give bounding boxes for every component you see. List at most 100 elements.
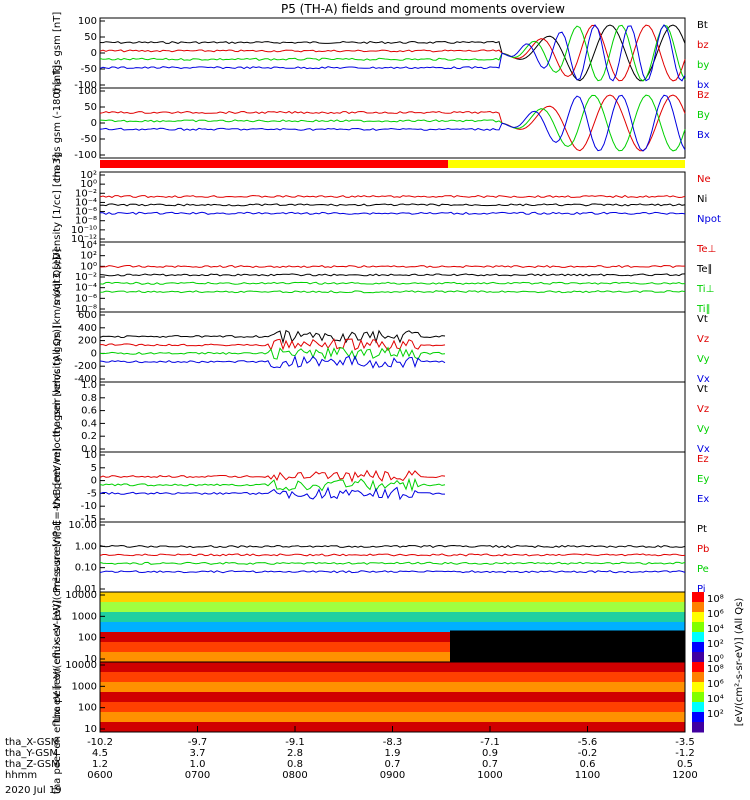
y-tick-label: 0.8 — [81, 393, 97, 404]
panel-8: 10.00 1.00 0.10 0.01 Pressure [nPa] Pt Pb Pe Pi — [52, 520, 709, 595]
legend-Bx: Bx — [697, 130, 710, 141]
y-tick-label: 0.2 — [81, 431, 97, 442]
y-tick-label: 1.00 — [75, 541, 97, 552]
legend-Vy: Vy — [697, 424, 710, 435]
colorbar-segment — [692, 662, 704, 673]
trace-By — [99, 94, 686, 152]
legend-Vx: Vx — [697, 374, 710, 385]
status-bar-yellow — [448, 160, 685, 168]
panel-1: 100 50 0 -50 -100 tha fgs gsm [nT] Bt bz by bx — [52, 12, 709, 95]
y-tick-label: 10⁰ — [80, 261, 97, 272]
y-tick-label: -50 — [81, 134, 97, 145]
legend-Vx: Vx — [697, 444, 710, 455]
legend-Ni: Ni — [697, 194, 707, 205]
colorbar-segment — [692, 692, 704, 703]
trace-Vx — [99, 354, 446, 369]
colorbar-tick-label: 10² — [707, 639, 724, 650]
y-tick-label: 10⁻⁶ — [75, 207, 97, 218]
y-axis-label: tha peir velocity gsm [km/s (All Qs)] — [52, 257, 63, 438]
y-tick-label: 1000 — [72, 681, 97, 692]
y-tick-label: 0.10 — [75, 563, 97, 574]
colorbar-tick-label: 10⁶ — [707, 679, 724, 690]
y-tick-label: 50 — [84, 102, 97, 113]
legend-Ey: Ey — [697, 474, 709, 485]
legend-Pb: Pb — [697, 544, 709, 555]
x-tick-label: 0.9 — [482, 748, 498, 759]
x-tick-label: 0.5 — [677, 759, 693, 770]
trace-Ez — [99, 469, 446, 483]
panel-7: 10 5 0-5 -10 -15 E=-VxB [mV/m] Ez Ey Ex — [52, 448, 709, 526]
legend-Pt: Pt — [697, 524, 707, 535]
colorbar-segment — [692, 622, 704, 633]
heatmap-band — [100, 702, 685, 713]
colorbar-segment — [692, 672, 704, 683]
x-tick-label: 0.8 — [287, 759, 303, 770]
legend-Vy: Vy — [697, 354, 710, 365]
trace-Pe — [99, 561, 686, 565]
legend-Te⊥: Te⊥ — [696, 244, 716, 255]
y-tick-label: 0.01 — [75, 584, 97, 595]
x-tick-label: -1.2 — [675, 748, 695, 759]
y-axis-label: Density [1/cc] [cm-3] — [52, 154, 63, 260]
colorbar-tick-label: 10⁴ — [707, 624, 724, 635]
y-tick-label: 10 — [84, 450, 97, 461]
y-tick-label: 10⁻² — [75, 272, 97, 283]
trace-by — [99, 24, 686, 82]
y-axis-label: E=-VxB [mV/m] — [52, 448, 63, 526]
colorbar-segment — [692, 632, 704, 643]
y-axis-label: tha peir en eflux eV [eV/(cm²-s-sr-eV)] — [52, 532, 63, 723]
legend-By: By — [697, 110, 710, 121]
trace-Ey — [99, 477, 446, 492]
y-tick-label: 400 — [78, 323, 97, 334]
trace-Bz — [99, 94, 686, 152]
trace-Bt — [99, 24, 686, 82]
heatmap-band — [100, 662, 685, 673]
trace-Vz — [100, 338, 446, 351]
y-tick-label: -15 — [81, 514, 97, 525]
colorbar-tick-label: 10⁸ — [707, 664, 724, 675]
x-tick-label: 0900 — [380, 770, 405, 781]
y-tick-label: 200 — [78, 336, 97, 347]
y-tick-label: 10⁻¹⁰ — [71, 225, 97, 236]
y-tick-label: 0.4 — [81, 418, 97, 429]
trace-Pi — [99, 570, 686, 574]
y-tick-label: 10⁻² — [75, 188, 97, 199]
trace-Ti⊥ — [99, 281, 686, 285]
colorbar-tick-label: 10² — [707, 709, 724, 720]
heatmap-band — [100, 642, 685, 653]
legend-Ez: Ez — [697, 454, 709, 465]
legend-Vt: Vt — [697, 384, 708, 395]
x-tick-label: 1.2 — [92, 759, 108, 770]
figure-title: P5 (TH-A) fields and ground moments over… — [281, 2, 565, 16]
legend-Vt: Vt — [697, 314, 708, 325]
x-tick-label: 1200 — [672, 770, 697, 781]
heatmap-band — [100, 612, 685, 623]
x-tick-label: 1.0 — [190, 759, 206, 770]
y-tick-label: 100 — [78, 633, 97, 644]
legend-Pe: Pe — [697, 564, 709, 575]
y-axis-label: tha peer en eflux eV [eV/(cm²-s-sr-eV)] — [52, 600, 63, 794]
trace-bz — [99, 24, 686, 82]
y-tick-label: 10⁻⁴ — [75, 283, 97, 294]
x-tick-label: 1.9 — [385, 748, 401, 759]
panel-9: 10000 1000 100 10 tha peir en eflux eV [eV/(… — [52, 532, 686, 723]
trace-Ex — [99, 486, 445, 501]
heatmap-band — [100, 602, 685, 613]
panel-frame — [99, 521, 686, 593]
trace-Te∥ — [99, 273, 686, 277]
colorbar-segment — [692, 592, 704, 603]
trace-Vt — [99, 329, 446, 345]
x-row-label: hhmm — [5, 770, 37, 781]
y-tick-label: -100 — [74, 80, 97, 91]
x-tick-label: -8.3 — [383, 737, 403, 748]
y-tick-label: -200 — [74, 361, 97, 372]
legend-bx: bx — [697, 80, 709, 91]
x-tick-label: 4.5 — [92, 748, 108, 759]
panel-frame — [99, 451, 686, 523]
y-tick-label: 10 — [84, 654, 97, 665]
colorbar-segment — [692, 712, 704, 723]
